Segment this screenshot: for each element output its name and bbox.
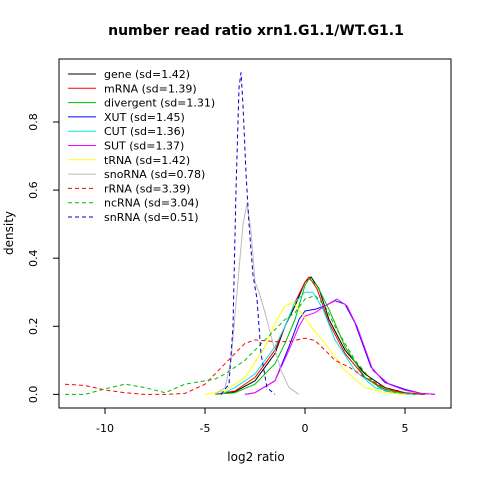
legend-entry-5: SUT (sd=1.37) bbox=[104, 140, 184, 153]
y-tick-label: 0.0 bbox=[27, 386, 40, 404]
y-tick-label: 0.4 bbox=[27, 249, 40, 267]
y-tick-label: 0.2 bbox=[27, 318, 40, 336]
x-tick-label: 5 bbox=[402, 422, 409, 435]
legend-entry-9: ncRNA (sd=3.04) bbox=[104, 197, 199, 210]
y-tick-label: 0.8 bbox=[27, 113, 40, 130]
plot-area-frame bbox=[58, 58, 452, 409]
legend: gene (sd=1.42)mRNA (sd=1.39) divergent (s… bbox=[68, 68, 215, 224]
y-axis: 0.0 0.2 0.4 0.6 0.8 bbox=[27, 113, 59, 403]
x-tick-label: -5 bbox=[200, 422, 211, 435]
series-line-6 bbox=[204, 301, 406, 395]
legend-entry-2: divergent (sd=1.31) bbox=[104, 97, 215, 110]
series-line-0 bbox=[214, 276, 426, 395]
series-line-8 bbox=[64, 337, 426, 395]
legend-entry-1: mRNA (sd=1.39) bbox=[104, 82, 197, 95]
legend-entry-4: CUT (sd=1.36) bbox=[104, 125, 185, 138]
legend-entry-7: snoRNA (sd=0.78) bbox=[104, 168, 205, 181]
x-tick-label: 0 bbox=[302, 422, 309, 435]
legend-entry-6: tRNA (sd=1.42) bbox=[104, 154, 190, 167]
series-line-5 bbox=[244, 298, 436, 395]
chart-title: number read ratio xrn1.G1.1/WT.G1.1 bbox=[108, 23, 404, 39]
x-axis: -10 -5 0 5 bbox=[96, 408, 409, 435]
legend-entry-3: XUT (sd=1.45) bbox=[104, 111, 185, 124]
legend-entry-0: gene (sd=1.42) bbox=[104, 68, 190, 81]
series-line-7 bbox=[214, 203, 300, 395]
legend-entry-8: rRNA (sd=3.39) bbox=[104, 182, 190, 195]
series-line-4 bbox=[220, 291, 416, 395]
series-layer bbox=[64, 72, 436, 395]
x-tick-label: -10 bbox=[96, 422, 114, 435]
series-line-10 bbox=[220, 72, 276, 395]
y-axis-label: density bbox=[2, 211, 16, 255]
x-axis-label: log2 ratio bbox=[227, 450, 284, 464]
legend-entry-10: snRNA (sd=0.51) bbox=[104, 211, 199, 224]
series-line-9 bbox=[65, 295, 416, 395]
series-line-2 bbox=[214, 278, 426, 395]
series-line-1 bbox=[214, 276, 426, 395]
y-tick-label: 0.6 bbox=[27, 181, 40, 199]
